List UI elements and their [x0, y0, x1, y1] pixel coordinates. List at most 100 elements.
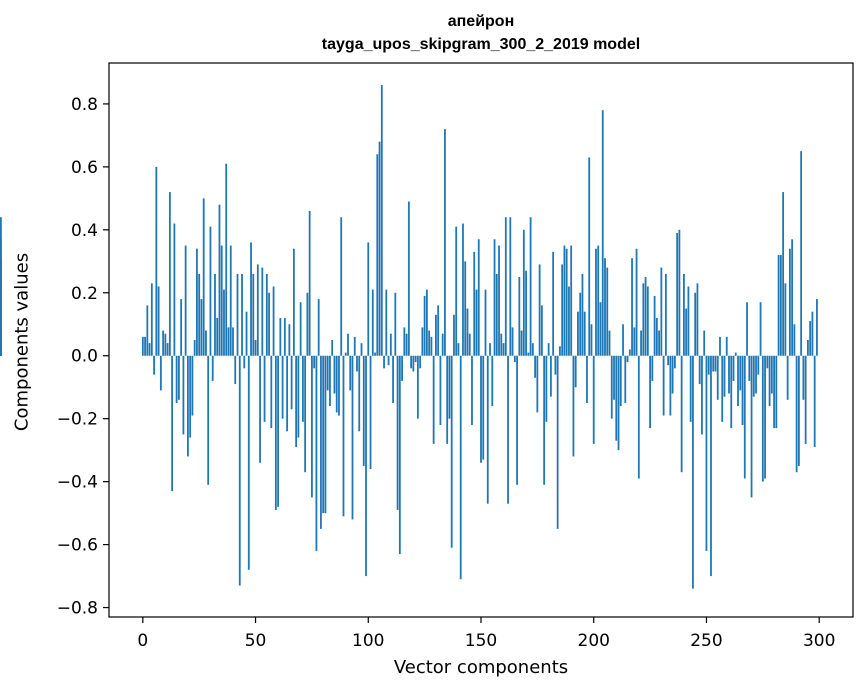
bar [518, 277, 521, 356]
bar [685, 308, 688, 356]
bar [410, 355, 413, 369]
bar [166, 343, 169, 356]
bar [701, 355, 703, 435]
bar [653, 295, 656, 356]
bar [376, 154, 379, 356]
bar [351, 355, 354, 520]
bar [378, 141, 381, 356]
bar [529, 217, 532, 356]
bar [764, 355, 766, 479]
bar [349, 355, 352, 391]
bar [507, 355, 509, 504]
bar [362, 355, 365, 466]
bar [182, 355, 185, 435]
y-tick-label: 0.2 [71, 284, 98, 304]
bar [590, 324, 593, 356]
bar [220, 245, 223, 356]
bar [320, 355, 322, 529]
bar [398, 355, 401, 555]
bar [464, 261, 467, 356]
bar [198, 273, 201, 356]
bar [471, 355, 473, 425]
bar [520, 330, 523, 356]
bar [676, 232, 679, 356]
bar [626, 355, 629, 363]
bar [768, 355, 771, 407]
bar [250, 242, 252, 356]
bar [150, 283, 153, 356]
bar [315, 355, 318, 551]
bar [177, 355, 180, 400]
bar [0, 289, 2, 356]
bar [168, 192, 171, 356]
bar [705, 355, 708, 551]
bar [574, 355, 577, 388]
bar [538, 264, 541, 356]
bar [581, 273, 584, 356]
bar [489, 343, 491, 356]
bar [556, 355, 559, 529]
bar [786, 355, 789, 400]
bar [491, 355, 494, 407]
y-tick-label: −0.4 [57, 473, 98, 493]
bar [238, 355, 241, 586]
bar [599, 302, 602, 356]
bar [583, 311, 586, 356]
x-tick-label: 0 [137, 631, 148, 651]
bar [394, 292, 397, 356]
bar [592, 355, 595, 444]
bar [380, 85, 383, 356]
bar [306, 292, 309, 356]
bar [788, 248, 791, 356]
bar [385, 289, 388, 356]
y-axis-label: Components values [11, 252, 33, 432]
bar [338, 355, 340, 416]
bar [295, 355, 298, 448]
bar [347, 333, 349, 356]
bar [734, 352, 737, 356]
bar [572, 355, 575, 457]
x-tick-label: 200 [578, 631, 610, 651]
bar [673, 355, 676, 369]
bar [604, 258, 606, 356]
bar [597, 245, 600, 356]
bar [263, 355, 266, 422]
bar [615, 355, 618, 441]
bar [601, 110, 604, 356]
bar [795, 355, 798, 473]
bar [777, 255, 780, 356]
bar [144, 336, 146, 356]
bar [358, 355, 361, 432]
bar [534, 355, 537, 378]
bar [322, 355, 325, 514]
bar [784, 283, 787, 356]
bar [421, 327, 424, 356]
bar [277, 355, 279, 507]
bar [577, 311, 579, 356]
bar [565, 248, 568, 356]
x-axis-ticks: 0 50 100 150 200 250 300 [137, 617, 835, 651]
bar [719, 336, 721, 356]
bar [392, 355, 394, 403]
bar [640, 330, 642, 356]
bar [606, 267, 609, 356]
bar [162, 330, 165, 356]
bar [333, 355, 336, 394]
bar [610, 355, 613, 419]
y-axis-ticks: −0.8 −0.6 −0.4 −0.2 0.0 0.2 0.4 0.6 0.8 [57, 95, 109, 619]
bar [495, 273, 498, 356]
bar [559, 346, 561, 356]
bar [211, 355, 214, 381]
bar [721, 355, 724, 422]
bar [811, 311, 814, 356]
bar [245, 311, 248, 356]
bar [813, 355, 816, 448]
bar [692, 355, 694, 589]
bar [570, 245, 573, 356]
bar [660, 267, 663, 356]
bar [450, 355, 453, 548]
bar [669, 355, 672, 416]
bar [193, 340, 196, 356]
bar [432, 355, 435, 444]
